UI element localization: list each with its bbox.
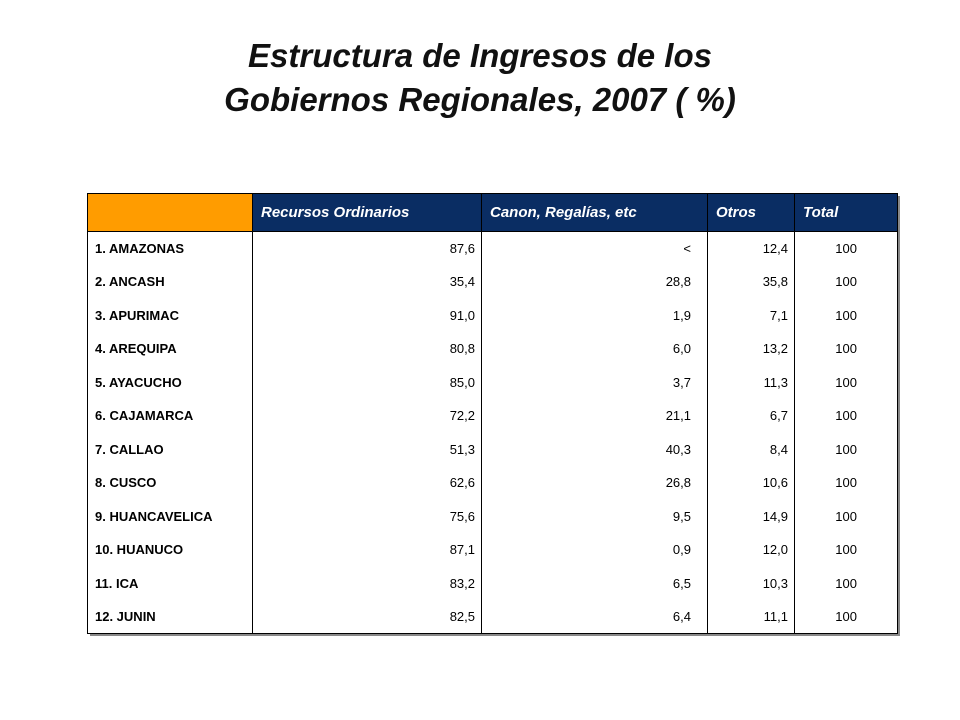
region-name: 3. APURIMAC xyxy=(87,298,253,332)
recursos-ordinarios-value: 51,3 xyxy=(252,432,482,466)
canon-value: 28,8 xyxy=(481,265,708,299)
canon-value: 26,8 xyxy=(481,466,708,500)
title-line-2: Gobiernos Regionales, 2007 ( %) xyxy=(224,81,736,118)
region-name: 9. HUANCAVELICA xyxy=(87,499,253,533)
total-value: 100 xyxy=(794,365,898,399)
canon-value: 40,3 xyxy=(481,432,708,466)
table-row: 8. CUSCO 62,6 26,8 10,6 100 xyxy=(87,466,898,500)
canon-value: 6,0 xyxy=(481,332,708,366)
header-total: Total xyxy=(794,193,898,232)
table-row: 5. AYACUCHO 85,0 3,7 11,3 100 xyxy=(87,365,898,399)
header-recursos-ordinarios: Recursos Ordinarios xyxy=(252,193,482,232)
region-name: 7. CALLAO xyxy=(87,432,253,466)
table-header-row: Recursos Ordinarios Canon, Regalías, etc… xyxy=(87,193,898,232)
region-name: 11. ICA xyxy=(87,566,253,600)
table-row: 11. ICA 83,2 6,5 10,3 100 xyxy=(87,566,898,600)
otros-value: 12,0 xyxy=(707,533,795,567)
region-name: 10. HUANUCO xyxy=(87,533,253,567)
region-name: 12. JUNIN xyxy=(87,600,253,634)
region-name: 6. CAJAMARCA xyxy=(87,399,253,433)
region-name: 1. AMAZONAS xyxy=(87,231,253,265)
total-value: 100 xyxy=(794,332,898,366)
otros-value: 12,4 xyxy=(707,231,795,265)
total-value: 100 xyxy=(794,432,898,466)
otros-value: 13,2 xyxy=(707,332,795,366)
canon-value: 3,7 xyxy=(481,365,708,399)
total-value: 100 xyxy=(794,533,898,567)
recursos-ordinarios-value: 75,6 xyxy=(252,499,482,533)
otros-value: 14,9 xyxy=(707,499,795,533)
total-value: 100 xyxy=(794,399,898,433)
otros-value: 6,7 xyxy=(707,399,795,433)
canon-value: 21,1 xyxy=(481,399,708,433)
canon-value: 1,9 xyxy=(481,298,708,332)
recursos-ordinarios-value: 87,1 xyxy=(252,533,482,567)
total-value: 100 xyxy=(794,499,898,533)
otros-value: 8,4 xyxy=(707,432,795,466)
canon-value: 0,9 xyxy=(481,533,708,567)
table-row: 6. CAJAMARCA 72,2 21,1 6,7 100 xyxy=(87,399,898,433)
region-name: 8. CUSCO xyxy=(87,466,253,500)
canon-value: 9,5 xyxy=(481,499,708,533)
table-row: 12. JUNIN 82,5 6,4 11,1 100 xyxy=(87,600,898,634)
total-value: 100 xyxy=(794,566,898,600)
recursos-ordinarios-value: 35,4 xyxy=(252,265,482,299)
recursos-ordinarios-value: 82,5 xyxy=(252,600,482,634)
canon-value: 6,4 xyxy=(481,600,708,634)
otros-value: 7,1 xyxy=(707,298,795,332)
region-name: 2. ANCASH xyxy=(87,265,253,299)
total-value: 100 xyxy=(794,600,898,634)
table-row: 2. ANCASH 35,4 28,8 35,8 100 xyxy=(87,265,898,299)
otros-value: 35,8 xyxy=(707,265,795,299)
recursos-ordinarios-value: 72,2 xyxy=(252,399,482,433)
total-value: 100 xyxy=(794,466,898,500)
recursos-ordinarios-value: 83,2 xyxy=(252,566,482,600)
table-row: 10. HUANUCO 87,1 0,9 12,0 100 xyxy=(87,533,898,567)
income-structure-table: Recursos Ordinarios Canon, Regalías, etc… xyxy=(87,193,898,634)
recursos-ordinarios-value: 80,8 xyxy=(252,332,482,366)
total-value: 100 xyxy=(794,265,898,299)
canon-value: < xyxy=(481,231,708,265)
otros-value: 10,6 xyxy=(707,466,795,500)
recursos-ordinarios-value: 85,0 xyxy=(252,365,482,399)
title-line-1: Estructura de Ingresos de los xyxy=(248,37,712,74)
table-row: 7. CALLAO 51,3 40,3 8,4 100 xyxy=(87,432,898,466)
otros-value: 11,1 xyxy=(707,600,795,634)
page-title: Estructura de Ingresos de los Gobiernos … xyxy=(0,34,960,122)
table-row: 9. HUANCAVELICA 75,6 9,5 14,9 100 xyxy=(87,499,898,533)
total-value: 100 xyxy=(794,298,898,332)
total-value: 100 xyxy=(794,231,898,265)
table-body: 1. AMAZONAS 87,6 < 12,4 100 2. ANCASH 35… xyxy=(87,231,898,634)
recursos-ordinarios-value: 91,0 xyxy=(252,298,482,332)
income-structure-table-container: Recursos Ordinarios Canon, Regalías, etc… xyxy=(87,193,900,636)
table-row: 4. AREQUIPA 80,8 6,0 13,2 100 xyxy=(87,332,898,366)
header-corner-cell xyxy=(87,193,253,232)
region-name: 5. AYACUCHO xyxy=(87,365,253,399)
canon-value: 6,5 xyxy=(481,566,708,600)
region-name: 4. AREQUIPA xyxy=(87,332,253,366)
table-row: 3. APURIMAC 91,0 1,9 7,1 100 xyxy=(87,298,898,332)
recursos-ordinarios-value: 87,6 xyxy=(252,231,482,265)
header-canon-regalias: Canon, Regalías, etc xyxy=(481,193,708,232)
table-row: 1. AMAZONAS 87,6 < 12,4 100 xyxy=(87,231,898,265)
otros-value: 11,3 xyxy=(707,365,795,399)
header-otros: Otros xyxy=(707,193,795,232)
recursos-ordinarios-value: 62,6 xyxy=(252,466,482,500)
otros-value: 10,3 xyxy=(707,566,795,600)
